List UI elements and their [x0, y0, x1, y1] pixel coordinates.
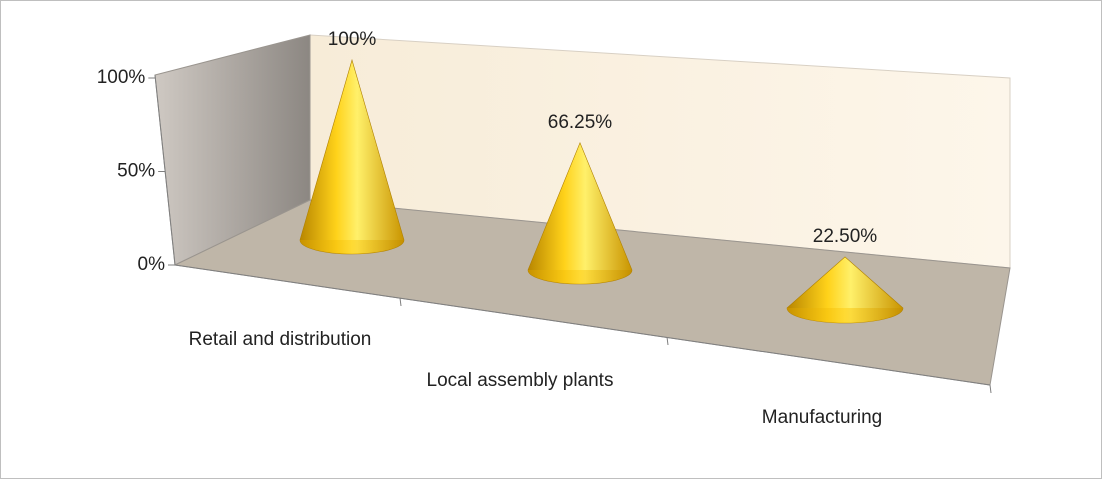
cone-base	[787, 308, 903, 323]
x-tick-label: Local assembly plants	[427, 370, 614, 391]
x-tick	[989, 384, 992, 394]
value-label: 22.50%	[813, 226, 878, 247]
value-label: 100%	[328, 29, 377, 50]
y-axis	[154, 74, 176, 266]
y-tick-label: 0%	[138, 254, 166, 275]
value-label: 66.25%	[548, 112, 613, 133]
x-tick-label: Manufacturing	[762, 407, 882, 428]
x-axis	[174, 264, 991, 386]
y-tick-label: 50%	[117, 161, 155, 182]
cone-base	[300, 240, 404, 254]
cone-base	[528, 270, 632, 284]
x-tick-label: Retail and distribution	[189, 329, 372, 350]
x-tick	[399, 297, 402, 307]
y-tick-label: 100%	[97, 67, 146, 88]
x-tick	[666, 336, 669, 346]
